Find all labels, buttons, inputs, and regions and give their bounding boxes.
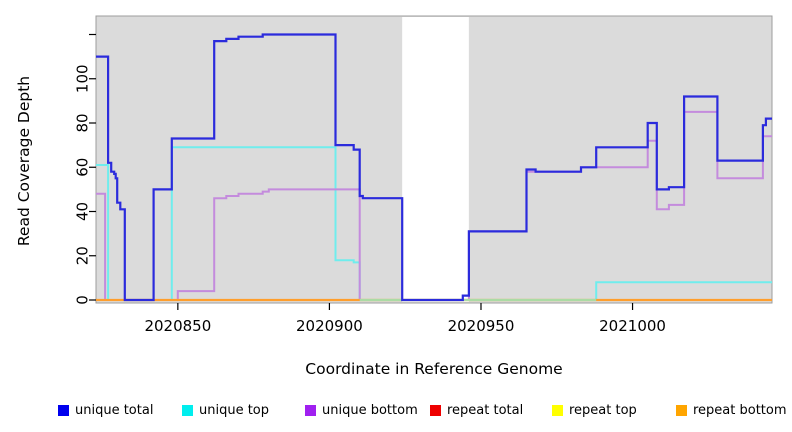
y-tick-label: 20 [74, 246, 92, 265]
legend-label-repeat_bottom: repeat bottom [693, 402, 787, 418]
x-tick-label: 2020850 [144, 317, 211, 335]
legend-item-repeat_total: repeat total [430, 401, 523, 419]
legend-item-unique_top: unique top [182, 401, 269, 419]
x-axis-title: Coordinate in Reference Genome [305, 360, 563, 378]
series-line-unique_total [96, 33, 772, 302]
legend-swatch-unique_bottom [305, 404, 316, 416]
legend-item-unique_total: unique total [58, 401, 153, 419]
y-tick-label: 100 [74, 64, 92, 93]
y-tick-label: 60 [74, 158, 92, 177]
legend-swatch-repeat_bottom [676, 404, 687, 416]
y-axis-title: Read Coverage Depth [15, 75, 33, 247]
legend-label-unique_total: unique total [75, 402, 154, 418]
y-tick-label: 80 [74, 113, 92, 132]
legend-swatch-unique_top [182, 404, 193, 416]
y-tick-label: 0 [74, 295, 92, 305]
legend-label-unique_bottom: unique bottom [322, 402, 418, 418]
x-tick-label: 2021000 [599, 317, 666, 335]
legend-label-unique_top: unique top [199, 402, 270, 418]
legend-item-repeat_top: repeat top [552, 401, 637, 419]
plot-border [95, 15, 773, 304]
legend-label-repeat_total: repeat total [447, 402, 524, 418]
legend-label-repeat_top: repeat top [569, 402, 637, 418]
legend-swatch-unique_total [58, 404, 69, 416]
legend-item-repeat_bottom: repeat bottom [676, 401, 787, 419]
x-tick-label: 2020950 [448, 317, 515, 335]
legend-swatch-repeat_total [430, 404, 441, 416]
chart-legend: unique total unique top unique bottom repea… [0, 401, 792, 421]
uncovered-gap [402, 17, 469, 302]
legend-swatch-repeat_top [552, 404, 563, 416]
x-tick-label: 2020900 [296, 317, 363, 335]
legend-item-unique_bottom: unique bottom [305, 401, 418, 419]
y-tick-label: 40 [74, 202, 92, 221]
